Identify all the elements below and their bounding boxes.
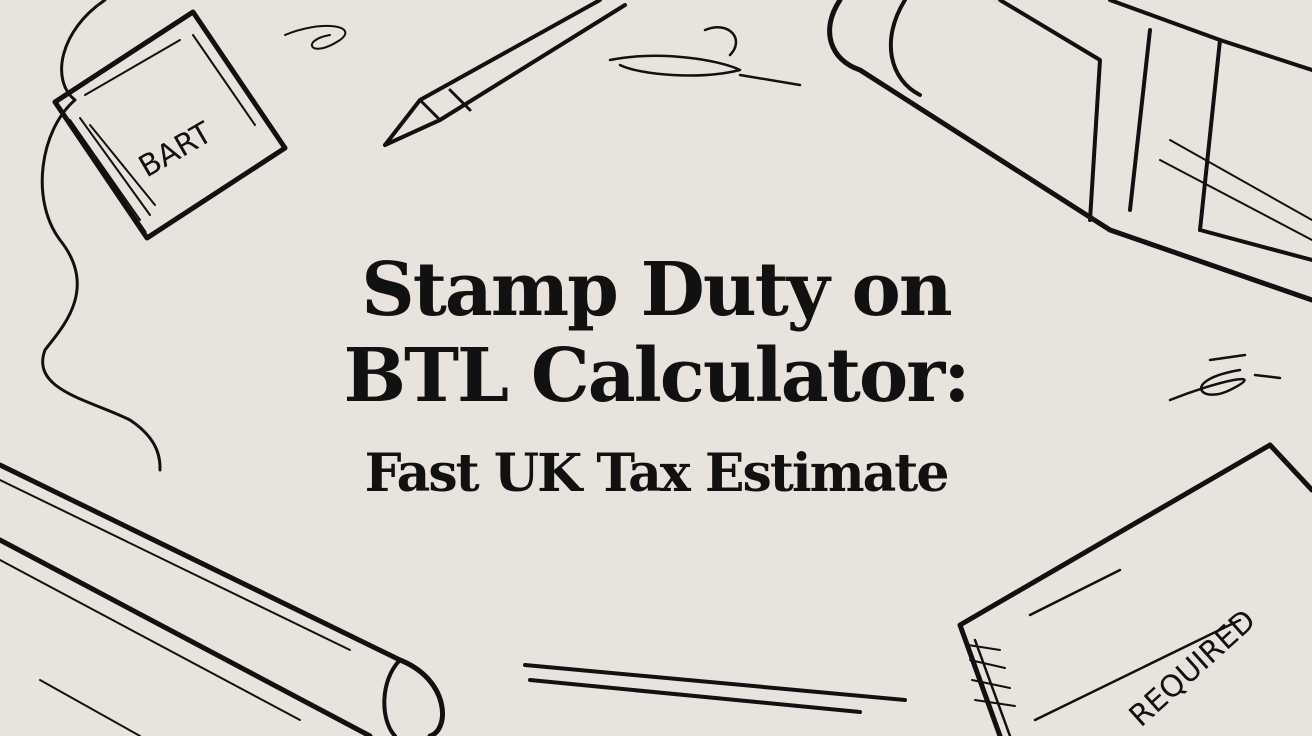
stick-line <box>523 663 907 714</box>
roller-icon <box>0 462 445 736</box>
pencil-icon <box>383 0 627 147</box>
title-line-1: Stamp Duty on <box>361 247 952 333</box>
title-line-2: BTL Calculator: <box>343 333 970 419</box>
roller-icon <box>827 0 1312 303</box>
scribble <box>608 26 802 87</box>
stamp-required-label: REQUIRED <box>1123 603 1263 734</box>
title-line-3: Fast UK Tax Estimate <box>364 443 950 504</box>
scribble <box>284 25 347 50</box>
stamp-bart-label: BART <box>133 115 219 185</box>
scribble <box>1168 353 1282 402</box>
stamp-bart-icon: BART <box>52 9 288 241</box>
